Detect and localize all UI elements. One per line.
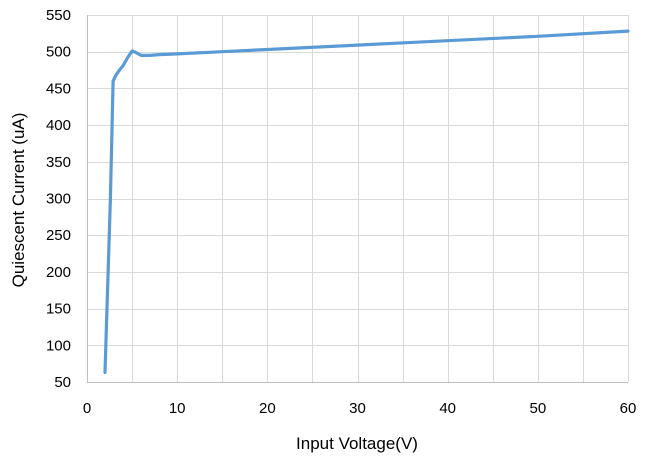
x-tick-label: 50 (529, 400, 546, 417)
series-layer (103, 29, 630, 375)
axes (87, 15, 628, 383)
y-tick-labels: 50 100 150 200 250 300 350 400 450 500 550 (46, 7, 71, 391)
x-tick-label: 20 (259, 400, 276, 417)
y-tick-label: 350 (46, 154, 71, 171)
x-tick-label: 30 (349, 400, 366, 417)
y-tick-label: 400 (46, 117, 71, 134)
y-tick-label: 300 (46, 191, 71, 208)
y-axis-title: Quiescent Current (uA) (9, 113, 28, 288)
y-tick-label: 450 (46, 80, 71, 97)
y-tick-label: 100 (46, 337, 71, 354)
series-line-1 (103, 29, 630, 375)
y-tick-label: 200 (46, 264, 71, 281)
y-tick-label: 150 (46, 301, 71, 318)
y-tick-label: 550 (46, 7, 71, 24)
x-tick-labels: 0 10 20 30 40 50 60 (83, 400, 637, 417)
y-tick-label: 50 (54, 374, 71, 391)
x-axis-title: Input Voltage(V) (296, 434, 418, 453)
y-gridlines (87, 15, 628, 346)
y-tick-label: 500 (46, 44, 71, 61)
x-tick-label: 40 (439, 400, 456, 417)
y-tick-label: 250 (46, 227, 71, 244)
x-tick-label: 10 (169, 400, 186, 417)
x-gridlines (132, 15, 629, 382)
x-tick-label: 0 (83, 400, 91, 417)
x-tick-label: 60 (620, 400, 637, 417)
